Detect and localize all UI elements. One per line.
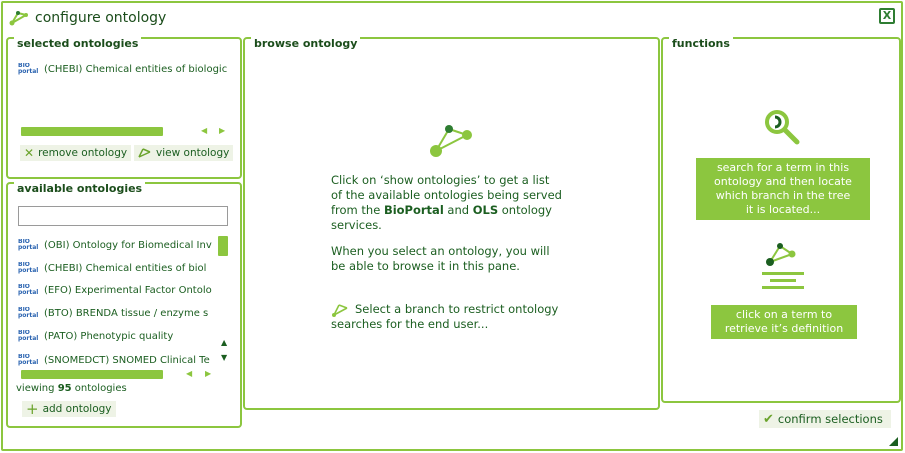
selected-ontologies-panel: selected ontologies BIO portal (CHEBI) Ch…	[6, 37, 242, 179]
scroll-right-icon[interactable]: ▶	[205, 369, 212, 378]
functions-panel: functions search for a term in this onto…	[661, 37, 901, 403]
search-callout: search for a term in this ontology and t…	[696, 158, 870, 220]
list-item[interactable]: BIO portal (CHEBI) Chemical entities of b…	[18, 63, 228, 75]
browse-intro: Click on ‘show ontologies’ to get a list…	[331, 173, 562, 232]
checkmark-icon: ✔	[763, 411, 774, 427]
vertical-scrollbar-thumb[interactable]	[218, 236, 228, 256]
bioportal-logo: BIO portal	[18, 330, 39, 342]
bioportal-logo: BIO portal	[18, 239, 39, 251]
list-item[interactable]: BIO portal (OBI) Ontology for Biomedical …	[18, 239, 212, 251]
selected-ontologies-title: selected ontologies	[14, 37, 142, 51]
bioportal-logo: BIO portal	[18, 354, 39, 366]
ontology-graph-icon	[430, 125, 472, 157]
resize-handle-icon[interactable]	[889, 437, 898, 446]
window-title: configure ontology	[35, 10, 167, 26]
list-item[interactable]: BIO portal (BTO) BRENDA tissue / enzyme s	[18, 307, 209, 319]
browse-ontology-title: browse ontology	[251, 37, 361, 51]
title-bar: configure ontology	[9, 7, 166, 29]
scroll-left-icon[interactable]: ◀	[201, 126, 208, 135]
list-item[interactable]: BIO portal (PATO) Phenotypic quality	[18, 330, 174, 342]
scroll-up-icon[interactable]: ▲	[221, 338, 228, 347]
bioportal-logo: BIO portal	[18, 262, 39, 274]
ontology-view-icon	[332, 303, 348, 317]
list-item[interactable]: BIO portal (EFO) Experimental Factor Onto…	[18, 284, 212, 296]
ontology-count: viewing 95 ontologies	[16, 383, 127, 394]
ontology-view-icon	[138, 148, 151, 158]
ontology-graph-icon	[9, 11, 28, 26]
magnifier-icon[interactable]	[764, 109, 800, 145]
add-ontology-button[interactable]: + add ontology	[22, 400, 116, 418]
list-item[interactable]: BIO portal (SNOMEDCT) SNOMED Clinical Te	[18, 354, 210, 366]
remove-ontology-button[interactable]: ✕ remove ontology	[20, 145, 132, 161]
definition-callout: click on a term to retrieve it’s definit…	[711, 305, 857, 339]
plus-icon: +	[26, 400, 39, 418]
term-definition-icon[interactable]	[760, 242, 806, 292]
bioportal-logo: BIO portal	[18, 307, 39, 319]
horizontal-scrollbar-thumb[interactable]	[21, 127, 163, 136]
available-ontologies-title: available ontologies	[14, 182, 146, 196]
horizontal-scrollbar-thumb[interactable]	[21, 370, 163, 379]
browse-branch-hint: Select a branch to restrict ontology sea…	[331, 302, 559, 331]
bioportal-logo: BIO portal	[18, 63, 39, 75]
browse-select-hint: When you select an ontology, you will be…	[331, 244, 550, 273]
ontology-search-input[interactable]	[18, 206, 228, 226]
view-ontology-button[interactable]: view ontology	[134, 145, 234, 161]
scroll-left-icon[interactable]: ◀	[186, 369, 193, 378]
confirm-selections-button[interactable]: ✔ confirm selections	[759, 410, 891, 428]
functions-title: functions	[669, 37, 733, 51]
cross-icon: ✕	[24, 146, 35, 160]
available-ontologies-panel: available ontologies BIO portal (OBI) Ont…	[6, 182, 242, 428]
browse-ontology-panel: browse ontology Click on ‘show ontologie…	[243, 37, 660, 410]
list-item[interactable]: BIO portal (CHEBI) Chemical entities of b…	[18, 262, 207, 274]
scroll-right-icon[interactable]: ▶	[219, 126, 226, 135]
bioportal-logo: BIO portal	[18, 284, 39, 296]
scroll-down-icon[interactable]: ▼	[221, 353, 228, 362]
close-button[interactable]: X	[879, 8, 895, 24]
